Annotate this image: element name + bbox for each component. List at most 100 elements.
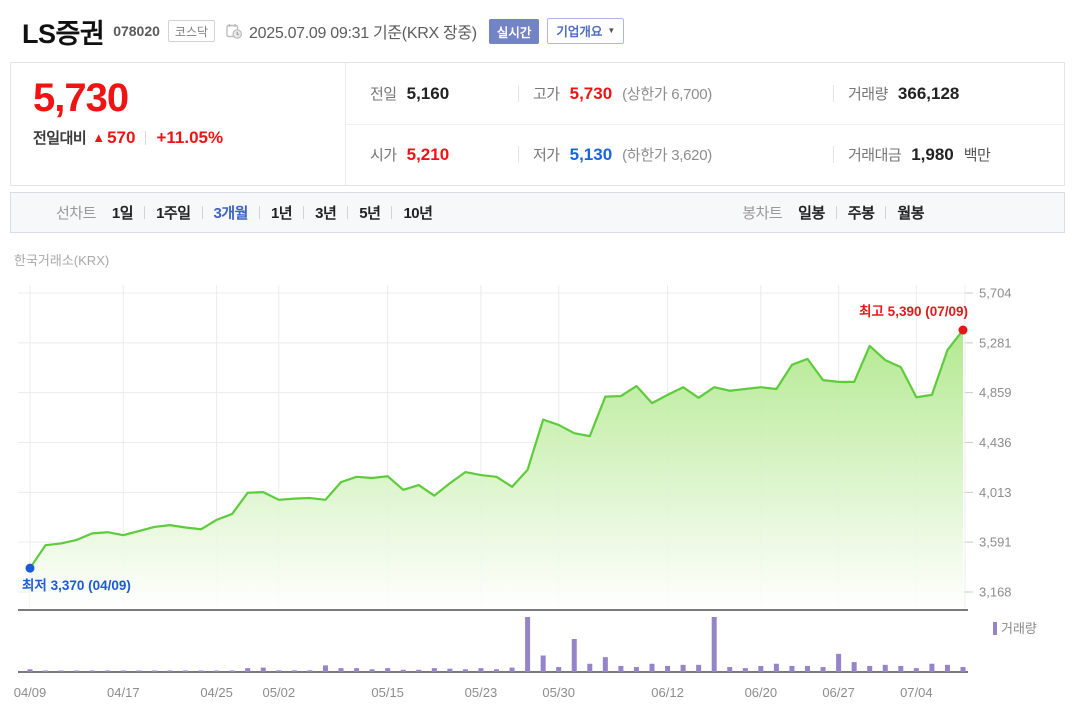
tab-line-0[interactable]: 1일: [111, 205, 134, 222]
x-tick-label: 07/04: [900, 685, 933, 700]
volume-legend-label: 거래량: [1001, 621, 1037, 636]
tab-line-2[interactable]: 3개월: [213, 205, 249, 222]
volume-bar: [742, 668, 748, 672]
volume-bar: [758, 665, 764, 672]
volume-field: 거래량 366,128: [834, 83, 1064, 104]
divider: [518, 146, 519, 164]
volume-bar: [633, 667, 639, 672]
chart-tab-bar: 선차트 1일 1주일 3개월 1년 3년 5년 10년 봉차트 일봉 주봉 월봉: [10, 192, 1065, 233]
volume-bar: [525, 617, 531, 672]
x-tick-label: 04/25: [200, 685, 233, 700]
tab-line-3[interactable]: 1년: [270, 205, 293, 222]
price-change-row: 전일대비 ▲ 570 +11.05%: [33, 127, 345, 148]
company-overview-button[interactable]: 기업개요 ▼: [547, 18, 625, 44]
ohlc-grid: 전일 5,160 고가 5,730 (상한가 6,700) 거래량 366,12…: [346, 63, 1064, 185]
open-value: 5,210: [406, 145, 450, 165]
chevron-down-icon: ▼: [607, 26, 616, 35]
tab-separator: [303, 206, 305, 219]
tab-line-1[interactable]: 1주일: [156, 205, 191, 222]
volume-value: 366,128: [897, 83, 960, 103]
volume-bar: [773, 663, 779, 672]
current-price-cell: 5,730 전일대비 ▲ 570 +11.05%: [11, 63, 346, 185]
datetime-text: 2025.07.09 09:31 기준(KRX 장중): [249, 19, 477, 43]
x-tick-label: 06/27: [822, 685, 855, 700]
realtime-badge[interactable]: 실시간: [488, 18, 540, 44]
volume-bar: [929, 663, 935, 672]
volume-bar: [587, 663, 593, 672]
exchange-source-label: 한국거래소(KRX): [14, 253, 110, 268]
candle-chart-group-label: 봉차트: [742, 205, 783, 222]
price-line: [28, 328, 965, 570]
volume-bar: [727, 667, 733, 672]
volume-bar: [214, 670, 220, 672]
tab-line-4[interactable]: 3년: [315, 205, 337, 222]
volume-bar: [836, 653, 842, 672]
volume-bar: [431, 668, 437, 672]
volume-bar: [789, 665, 795, 672]
tab-line-5[interactable]: 5년: [359, 205, 381, 222]
volume-bar: [400, 669, 406, 672]
volume-bar: [820, 667, 826, 672]
volume-bar: [245, 668, 251, 672]
volume-bar: [696, 664, 702, 672]
x-tick-label: 05/30: [542, 685, 575, 700]
volume-bar: [851, 662, 857, 672]
tab-separator: [347, 206, 349, 219]
tab-candle-0[interactable]: 일봉: [798, 205, 825, 222]
price-summary-box: 5,730 전일대비 ▲ 570 +11.05% 전일 5,160 고가 5,7…: [10, 62, 1065, 186]
value-traded-value: 1,980: [911, 145, 954, 165]
x-tick-label: 06/20: [745, 685, 778, 700]
tab-line-6[interactable]: 10년: [403, 205, 433, 222]
volume-bar: [913, 668, 919, 672]
x-tick-label: 04/09: [14, 685, 47, 700]
volume-bar: [322, 665, 328, 672]
line-tab-group: 1일 1주일 3개월 1년 3년 5년 10년: [112, 202, 433, 223]
ohlc-row-2: 시가 5,210 저가 5,130 (하한가 3,620) 거래대금 1,980…: [346, 125, 1064, 186]
volume-bar: [369, 669, 375, 672]
open-label: 시가: [370, 147, 397, 165]
volume-bar: [43, 670, 49, 672]
volume-bar: [602, 657, 608, 672]
volume-bar: [385, 668, 391, 672]
tab-separator: [885, 206, 887, 219]
low-label: 저가: [533, 147, 560, 165]
volume-label: 거래량: [848, 85, 888, 103]
volume-bar: [447, 668, 453, 672]
volume-bar: [882, 664, 888, 672]
volume-bar: [260, 667, 266, 672]
volume-bar: [867, 665, 873, 672]
volume-bar: [462, 669, 468, 672]
tab-separator: [144, 206, 146, 219]
upper-limit-value: (상한가 6,700): [622, 85, 712, 103]
max-annotation: 최고 5,390 (07/09): [859, 304, 968, 319]
open-field: 시가 5,210: [346, 144, 518, 165]
volume-bar: [509, 667, 515, 672]
volume-bar: [167, 670, 173, 672]
y-tick-label: 5,281: [979, 335, 1012, 350]
change-value: 570: [107, 127, 136, 147]
max-point-dot: [958, 325, 968, 335]
change-label: 전일대비: [33, 130, 87, 147]
tab-candle-1[interactable]: 주봉: [847, 205, 875, 222]
y-tick-label: 5,704: [979, 286, 1012, 301]
volume-bar: [198, 670, 204, 672]
market-badge: 코스닥: [167, 20, 216, 42]
volume-bar: [183, 670, 188, 672]
volume-bar: [229, 670, 235, 672]
volume-bar: [665, 665, 671, 672]
volume-bar: [944, 664, 950, 672]
volume-bar: [58, 670, 64, 672]
min-annotation: 최저 3,370 (04/09): [22, 578, 131, 593]
volume-bar: [898, 665, 904, 672]
divider: [145, 130, 147, 145]
volume-bar: [478, 668, 484, 672]
y-tick-label: 4,013: [979, 485, 1012, 500]
chart-section: 한국거래소(KRX) 5,704 5,281 4,859 4,436 4,013 3,59…: [0, 232, 1075, 727]
volume-bar: [649, 663, 655, 672]
prev-close-label: 전일: [370, 85, 397, 103]
tab-candle-2[interactable]: 월봉: [897, 205, 924, 222]
y-tick-label: 3,591: [979, 535, 1012, 550]
candle-tab-group: 일봉 주봉 월봉: [798, 202, 924, 223]
volume-bar: [276, 670, 282, 672]
